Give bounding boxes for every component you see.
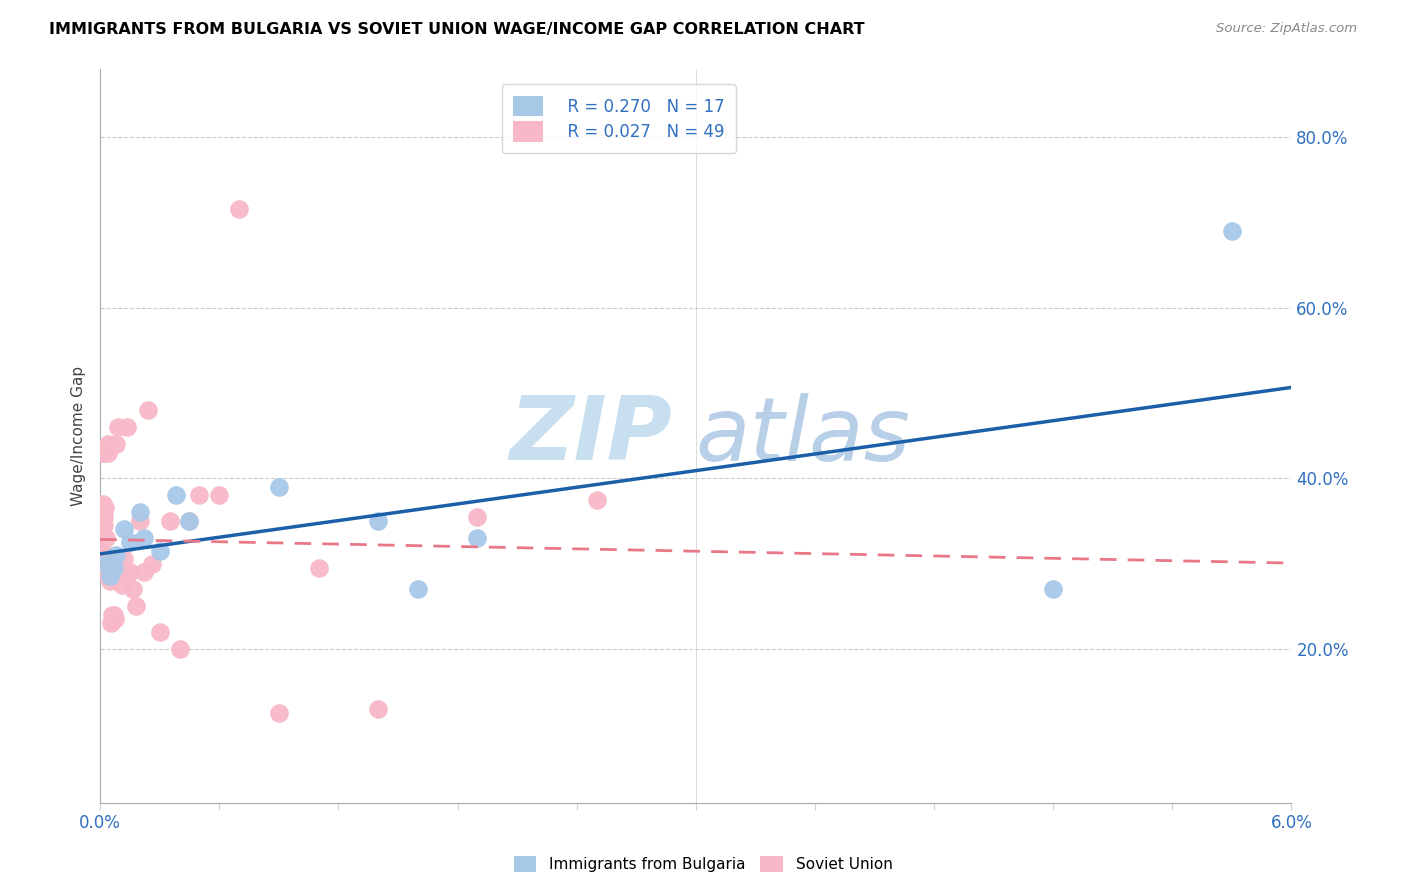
Point [169, 642, 191, 657]
Point [97, 437, 120, 451]
Point [97, 445, 120, 459]
Point [128, 505, 150, 519]
Point [467, 509, 489, 524]
Point [93, 518, 115, 533]
Point [90, 548, 112, 562]
Point [128, 514, 150, 528]
Point [105, 437, 128, 451]
Point [94, 548, 117, 562]
Point [585, 492, 607, 507]
Point [149, 624, 172, 639]
Y-axis label: Wage/Income Gap: Wage/Income Gap [72, 366, 86, 506]
Point [108, 565, 131, 579]
Point [1042, 582, 1064, 597]
Point [179, 514, 201, 528]
Point [98, 569, 121, 583]
Point [101, 607, 124, 622]
Point [467, 531, 489, 545]
Point [122, 582, 145, 597]
Point [94, 501, 117, 516]
Text: ZIP: ZIP [509, 392, 672, 479]
Point [188, 488, 211, 502]
Point [118, 535, 141, 549]
Point [1220, 224, 1243, 238]
Point [141, 557, 163, 571]
Point [105, 548, 128, 562]
Legend: Immigrants from Bulgaria, Soviet Union: Immigrants from Bulgaria, Soviet Union [506, 848, 900, 880]
Point [97, 569, 120, 583]
Point [90, 561, 112, 575]
Point [208, 488, 231, 502]
Point [91, 497, 114, 511]
Point [98, 561, 121, 575]
Legend:   R = 0.270   N = 17,   R = 0.027   N = 49: R = 0.270 N = 17, R = 0.027 N = 49 [502, 84, 735, 153]
Point [91, 514, 114, 528]
Point [115, 420, 138, 434]
Text: atlas: atlas [696, 392, 911, 478]
Point [103, 561, 125, 575]
Point [267, 706, 290, 720]
Point [136, 403, 159, 417]
Point [94, 557, 117, 571]
Point [228, 202, 250, 217]
Point [179, 514, 201, 528]
Point [96, 548, 118, 562]
Point [118, 565, 141, 579]
Point [149, 543, 172, 558]
Point [112, 523, 135, 537]
Point [98, 569, 121, 583]
Point [267, 480, 290, 494]
Point [112, 552, 135, 566]
Point [100, 616, 122, 631]
Point [93, 509, 115, 524]
Point [367, 702, 389, 716]
Point [107, 420, 129, 434]
Point [94, 531, 117, 545]
Point [159, 514, 181, 528]
Point [101, 612, 124, 626]
Point [93, 445, 115, 459]
Point [111, 578, 134, 592]
Point [103, 607, 125, 622]
Point [132, 565, 155, 579]
Point [104, 612, 127, 626]
Point [406, 582, 429, 597]
Text: Source: ZipAtlas.com: Source: ZipAtlas.com [1216, 22, 1357, 36]
Point [98, 574, 121, 588]
Point [96, 561, 118, 575]
Point [165, 488, 187, 502]
Point [367, 514, 389, 528]
Text: IMMIGRANTS FROM BULGARIA VS SOVIET UNION WAGE/INCOME GAP CORRELATION CHART: IMMIGRANTS FROM BULGARIA VS SOVIET UNION… [49, 22, 865, 37]
Point [91, 445, 114, 459]
Point [125, 599, 148, 614]
Point [132, 531, 155, 545]
Point [308, 561, 330, 575]
